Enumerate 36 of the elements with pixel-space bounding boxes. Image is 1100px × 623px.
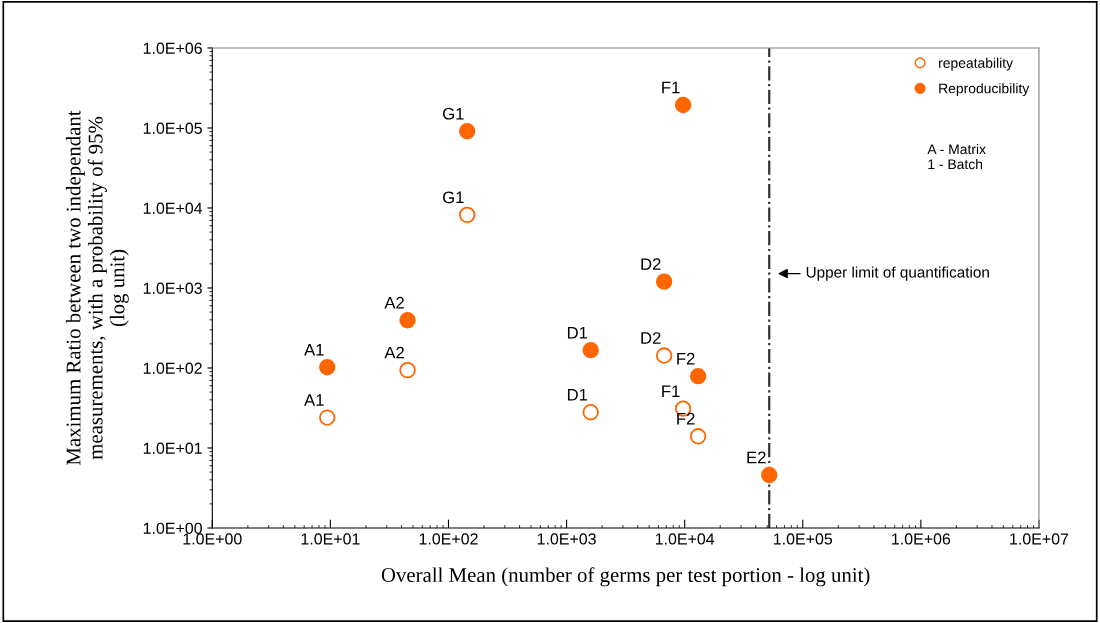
- y-tick-label: 1.0E+03: [143, 282, 202, 294]
- annotation: F2: [677, 412, 695, 425]
- annotation: D2: [641, 258, 661, 270]
- legend-label: Reproducibility: [939, 83, 1030, 97]
- x-tick-label: 1.0E+05: [774, 533, 833, 545]
- annotation: A1: [304, 344, 324, 356]
- y-axis-title: Maximum Ratio between two independant measurements, with a probability of 95% (log unit): [65, 110, 129, 466]
- annotation: E2: [747, 451, 766, 464]
- y-tick-label: 1.0E+00: [143, 522, 202, 534]
- annotation: D2: [641, 332, 661, 344]
- x-tick-label: 1.0E+04: [655, 533, 715, 545]
- legend-label: repeatability: [939, 57, 1013, 71]
- annotation: A1: [304, 394, 324, 406]
- annotation: A - Matrix 1 - Batch: [927, 143, 986, 170]
- annotation: G1: [443, 191, 464, 204]
- annotation: D1: [567, 388, 588, 401]
- x-tick-label: 1.0E+07: [1010, 533, 1069, 545]
- annotation: A2: [384, 346, 404, 359]
- x-tick-label: 1.0E+03: [537, 533, 596, 545]
- x-tick-label: 1.0E+02: [419, 533, 478, 545]
- annotation: F1: [662, 385, 680, 397]
- annotation: A2: [384, 296, 404, 309]
- y-tick-label: 1.0E+05: [143, 122, 202, 134]
- annotation: D1: [567, 326, 588, 339]
- ref-line-label: Upper limit of quantification: [806, 266, 989, 281]
- y-tick-label: 1.0E+02: [143, 362, 202, 374]
- y-tick-label: 1.0E+01: [143, 442, 202, 454]
- y-tick-label: 1.0E+06: [143, 42, 202, 54]
- x-axis-title: Overall Mean (number of germs per test portion - log unit): [381, 567, 870, 587]
- x-tick-label: 1.0E+00: [183, 533, 242, 545]
- x-tick-label: 1.0E+01: [301, 533, 360, 545]
- annotation: G1: [443, 107, 464, 120]
- annotation: F2: [677, 352, 695, 365]
- annotation: F1: [662, 81, 680, 94]
- x-tick-label: 1.0E+06: [892, 533, 951, 545]
- y-tick-label: 1.0E+04: [143, 202, 203, 214]
